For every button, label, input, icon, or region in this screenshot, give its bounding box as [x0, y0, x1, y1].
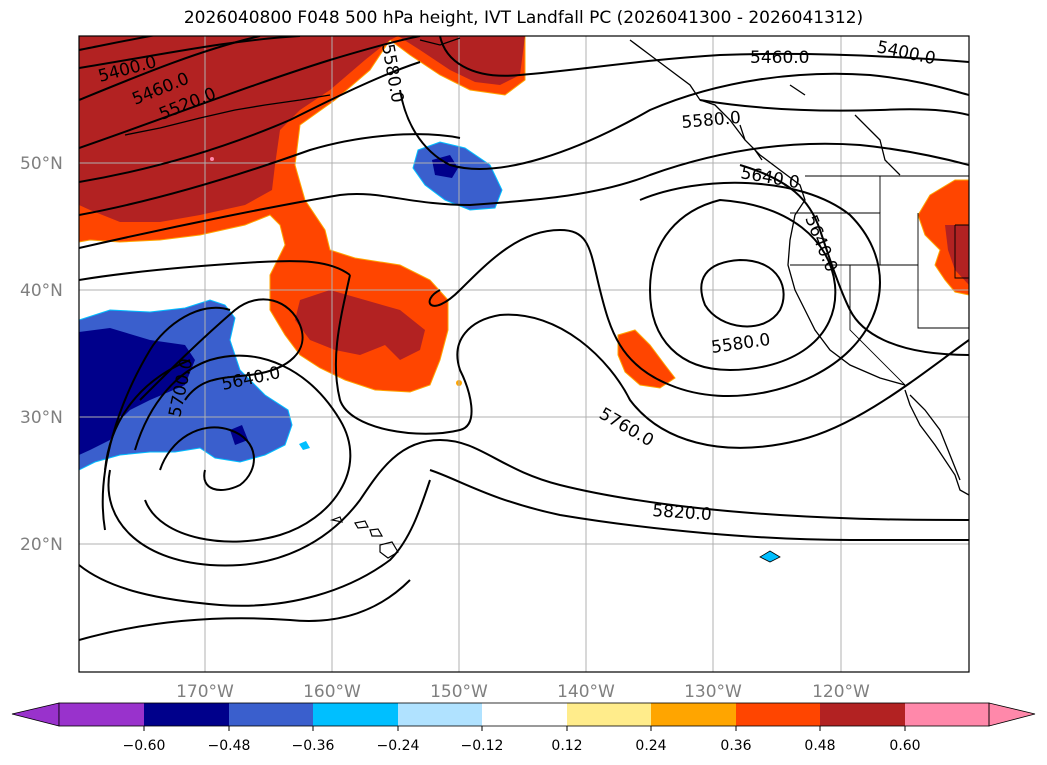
plot-area: 5400.0 5460.0 5520.0 5580.0 5460.0 5400.…: [79, 36, 969, 672]
ivt-positive-shading: [79, 36, 969, 393]
colorbar-tick-label: 0.36: [720, 738, 751, 754]
lon-label: 160°W: [303, 682, 361, 702]
lon-label: 170°W: [176, 682, 234, 702]
coastlines: [124, 37, 969, 496]
lat-label: 30°N: [20, 408, 63, 428]
lon-label: 120°W: [812, 682, 870, 702]
lon-label: 140°W: [557, 682, 615, 702]
plot-frame: [78, 35, 970, 673]
height-contours: [79, 36, 969, 641]
colorbar-frame: [58, 702, 990, 727]
colorbar-tick-label: 0.12: [551, 738, 582, 754]
longitude-labels: 170°W 160°W 150°W 140°W 130°W 120°W: [176, 682, 870, 702]
lat-label: 50°N: [20, 154, 63, 174]
colorbar-segment: [59, 703, 144, 726]
map-title: 2026040800 F048 500 hPa height, IVT Land…: [183, 8, 864, 28]
colorbar-segment: [905, 703, 989, 726]
colorbar-segment: [482, 703, 567, 726]
colorbar-tick-label: 0.24: [635, 738, 666, 754]
colorbar-tick-label: −0.36: [292, 738, 335, 754]
colorbar-extend-min: [11, 702, 60, 727]
colorbar-segment: [567, 703, 651, 726]
colorbar-tick-label: 0.48: [804, 738, 835, 754]
colorbar-segment: [229, 703, 313, 726]
hawaii-islands: [329, 516, 399, 559]
contour-label: 5820.0: [652, 501, 713, 525]
lon-label: 150°W: [430, 682, 488, 702]
colorbar-segment: [398, 703, 482, 726]
colorbar-extend-max: [988, 702, 1036, 727]
contour-label: 5460.0: [750, 48, 809, 68]
colorbar-tick-label: 0.60: [889, 738, 920, 754]
colorbar-segment: [651, 703, 736, 726]
colorbar-segment: [820, 703, 905, 726]
colorbar-segment: [736, 703, 820, 726]
colorbar-segment: [313, 703, 398, 726]
gridlines: [79, 36, 969, 672]
colorbar: −0.60 −0.48 −0.36 −0.24 −0.12 0.12 0.24 …: [11, 702, 1036, 754]
ivt-negative-shading: [79, 141, 781, 563]
colorbar-tick-label: −0.24: [377, 738, 420, 754]
lat-label: 40°N: [20, 281, 63, 301]
latitude-labels: 50°N 40°N 30°N 20°N: [20, 154, 63, 555]
lon-label: 130°W: [684, 682, 742, 702]
colorbar-segment: [144, 703, 229, 726]
colorbar-tick-label: −0.48: [208, 738, 251, 754]
state-borders: [790, 175, 969, 386]
colorbar-tick-label: −0.60: [123, 738, 166, 754]
colorbar-tick-label: −0.12: [461, 738, 504, 754]
lat-label: 20°N: [20, 535, 63, 555]
